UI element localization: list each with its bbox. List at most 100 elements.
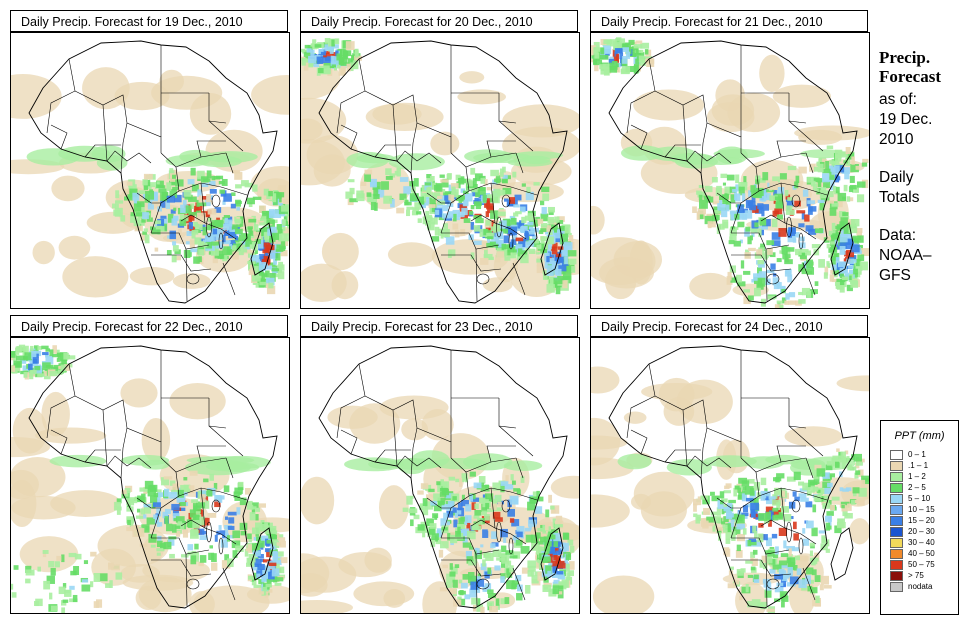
- rain-cell: [470, 497, 480, 502]
- rain-cell: [190, 555, 197, 565]
- rain-cell: [469, 588, 477, 598]
- africa-coastline: [608, 345, 858, 609]
- rain-cell: [244, 182, 253, 188]
- rain-cell: [509, 495, 519, 505]
- rain-cell: [740, 260, 745, 269]
- rain-cell: [747, 201, 756, 206]
- rain-cell: [268, 209, 275, 219]
- rain-cell: [553, 541, 559, 547]
- rain-cell: [507, 560, 512, 566]
- rain-cell: [301, 58, 306, 66]
- rain-cell: [222, 240, 231, 245]
- country-border: [222, 262, 236, 296]
- rain-cell: [218, 220, 224, 227]
- rain-cell: [524, 527, 532, 532]
- rain-cell: [808, 228, 817, 235]
- rain-cell: [702, 520, 709, 529]
- rain-cell: [764, 519, 770, 524]
- rain-cell: [847, 466, 857, 471]
- rain-cell: [334, 38, 340, 45]
- rain-cell: [520, 254, 529, 264]
- rain-cell: [453, 519, 458, 528]
- rain-cell: [726, 174, 735, 181]
- rain-cell: [332, 55, 339, 65]
- rain-cell: [441, 527, 448, 531]
- rain-cell: [772, 564, 782, 570]
- rain-cell: [532, 234, 537, 241]
- rain-cell: [825, 161, 830, 170]
- rain-cell: [211, 175, 216, 181]
- rain-cell: [502, 166, 506, 173]
- drizzle-patch: [421, 408, 454, 441]
- rain-cell: [783, 540, 787, 549]
- rain-cell: [116, 498, 122, 504]
- rain-cell: [771, 533, 778, 539]
- rain-cell: [245, 249, 255, 254]
- rain-cell: [828, 254, 835, 258]
- country-border: [470, 214, 496, 224]
- rain-cell: [774, 488, 782, 495]
- rain-cell: [728, 570, 734, 576]
- rain-cell: [111, 564, 120, 571]
- rain-cell: [231, 540, 241, 549]
- rain-cell: [73, 566, 80, 576]
- sahel-rain-patch: [203, 151, 258, 163]
- rain-cell: [227, 511, 237, 516]
- rain-cell: [381, 181, 389, 190]
- rain-cell: [856, 231, 863, 236]
- rain-cell: [780, 506, 790, 513]
- rain-cell: [854, 472, 859, 479]
- rain-cell: [783, 575, 790, 579]
- rain-cell: [64, 589, 72, 597]
- rain-cell: [142, 212, 149, 220]
- rain-cell: [232, 251, 239, 260]
- rain-cell: [93, 572, 101, 582]
- rain-cell: [725, 483, 732, 488]
- rain-cell: [61, 554, 65, 563]
- rain-cell: [715, 187, 722, 196]
- rain-cell: [558, 270, 566, 275]
- rain-cell: [512, 551, 521, 559]
- rain-cell: [720, 173, 728, 179]
- rain-cell: [757, 533, 764, 543]
- rain-cell: [121, 489, 127, 495]
- rain-cell: [256, 573, 261, 579]
- rain-cell: [445, 582, 452, 588]
- rain-cell: [194, 205, 203, 210]
- rain-cell: [824, 485, 832, 495]
- sahel-rain-patch: [464, 149, 513, 164]
- rain-cell: [461, 473, 468, 482]
- rain-cell: [437, 483, 445, 493]
- rain-cell: [197, 202, 207, 207]
- rain-cell: [252, 502, 259, 508]
- rain-cell: [23, 371, 28, 378]
- rain-cell: [186, 231, 193, 236]
- rain-cell: [257, 273, 266, 283]
- rain-cell: [545, 509, 550, 518]
- rain-cell: [252, 184, 258, 192]
- rain-cell: [169, 480, 176, 486]
- rain-cell: [760, 477, 767, 486]
- rain-cell: [741, 486, 747, 491]
- rain-cell: [252, 196, 262, 200]
- country-border: [46, 58, 76, 134]
- country-border: [160, 152, 227, 168]
- rain-cell: [825, 548, 830, 553]
- rain-cell: [521, 183, 526, 187]
- rain-cell: [46, 575, 55, 584]
- rain-cell: [774, 208, 783, 215]
- rain-cell: [181, 554, 189, 558]
- rain-cell: [146, 182, 155, 188]
- rain-cell: [762, 256, 768, 260]
- rain-cell: [346, 63, 351, 72]
- rain-cell: [442, 564, 448, 569]
- rain-cell: [68, 552, 77, 558]
- rain-cell: [841, 167, 850, 174]
- country-border: [664, 144, 701, 158]
- rain-cell: [356, 190, 364, 199]
- rain-cell: [544, 263, 548, 269]
- rain-cell: [482, 194, 487, 203]
- rain-cell: [370, 201, 377, 211]
- rain-cell: [774, 514, 784, 519]
- rain-cell: [179, 219, 187, 226]
